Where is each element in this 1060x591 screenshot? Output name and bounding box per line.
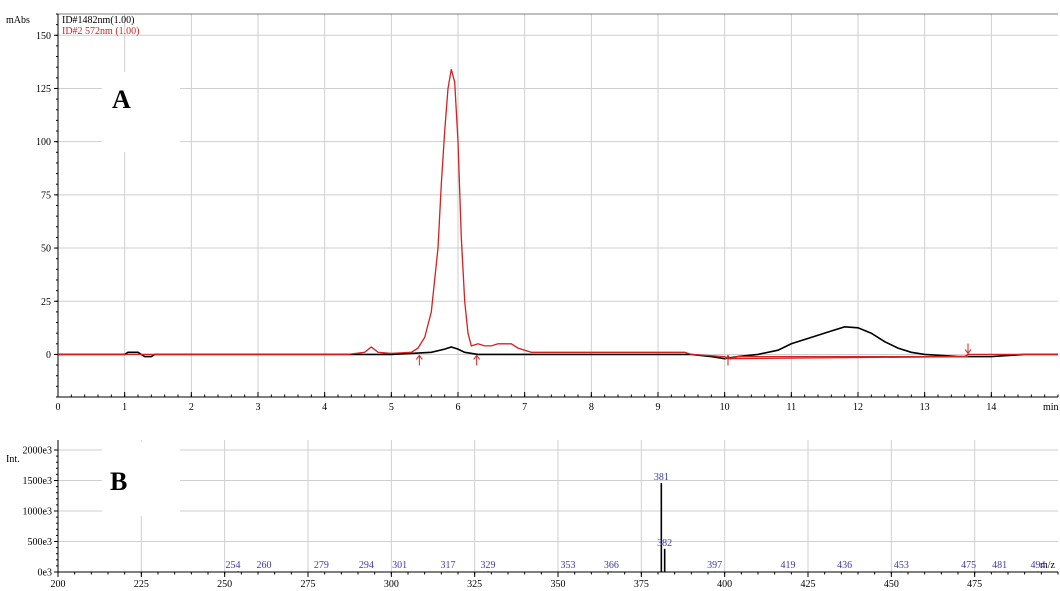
chromatogram-y-tick-label: 50 xyxy=(41,244,51,255)
chromatogram-x-tick-label: 6 xyxy=(456,402,461,413)
spectrum-x-tick-label: 475 xyxy=(967,579,982,590)
chromatogram-x-tick-label: 7 xyxy=(522,402,527,413)
chromatogram-series xyxy=(58,69,1058,360)
series-572nm-line xyxy=(58,69,1058,360)
chromatogram-x-tick-label: 14 xyxy=(986,402,996,413)
spectrum-x-unit: m/z xyxy=(1040,560,1056,571)
baseline-572nm-line xyxy=(727,355,969,360)
spectrum-peak-label: 382 xyxy=(657,538,672,549)
chromatogram-x-tick-label: 3 xyxy=(256,402,261,413)
spectrum-peak-label: 279 xyxy=(314,560,329,571)
chromatogram-x-tick-label: 1 xyxy=(122,402,127,413)
spectrum-peak-label: 317 xyxy=(441,560,456,571)
spectrum-peak-label: 419 xyxy=(781,560,796,571)
spectrum-peak-label: 453 xyxy=(894,560,909,571)
peak-marker-arrow xyxy=(415,354,423,360)
spectrum-peak-label: 301 xyxy=(392,560,407,571)
spectrum-peaks: 254 260 279 294 301 317 329 353 366 381 382 397 419 4… xyxy=(226,472,1046,572)
spectrum-x-tick-label: 400 xyxy=(717,579,732,590)
spectrum-y-tick-label: 500e3 xyxy=(28,537,52,548)
spectrum-x-tick-label: 375 xyxy=(634,579,649,590)
chromatogram-y-tick-label: 100 xyxy=(36,137,51,148)
peak-marker-arrow xyxy=(964,349,972,355)
spectrum-peak-label: 397 xyxy=(707,560,722,571)
spectrum-peak-label: 329 xyxy=(481,560,496,571)
chromatogram-x-tick-label: 8 xyxy=(589,402,594,413)
chromatogram-x-tick-label: 4 xyxy=(322,402,327,413)
chromatogram-x-unit: min xyxy=(1043,402,1059,413)
spectrum-y-unit: Int. xyxy=(6,454,20,465)
chromatogram-x-tick-label: 5 xyxy=(389,402,394,413)
spectrum-y-tick-label: 0e3 xyxy=(38,568,52,579)
spectrum-x-tick-label: 200 xyxy=(51,579,66,590)
spectrum-y-tick-label: 2000e3 xyxy=(23,446,52,457)
series-482nm-line xyxy=(58,325,1058,360)
chromatogram-y-tick-label: 125 xyxy=(36,84,51,95)
legend-series-572nm: ID#2 572nm (1.00) xyxy=(62,26,140,37)
spectrum-x-tick-label: 425 xyxy=(801,579,816,590)
spectrum-x-tick-label: 225 xyxy=(134,579,149,590)
chromatogram-x-tick-label: 13 xyxy=(920,402,930,413)
spectrum-peak-label: 254 xyxy=(226,560,241,571)
panel-b-letter-background xyxy=(102,442,180,516)
spectrum-peak-label: 381 xyxy=(654,472,669,483)
chromatogram-x-tick-label: 9 xyxy=(656,402,661,413)
chromatogram-y-tick-label: 75 xyxy=(41,190,51,201)
chromatogram-x-tick-label: 2 xyxy=(189,402,194,413)
chromatogram-y-tick-label: 0 xyxy=(46,350,51,361)
chromatogram-x-tick-label: 10 xyxy=(720,402,730,413)
spectrum-grid xyxy=(58,440,1058,573)
panel-a-letter-background xyxy=(102,72,180,152)
spectrum-peak-label: 494 xyxy=(1031,560,1046,571)
mass-spectrum-panel: 200 225 250 275 300 325 350 375 400 425 450 475 0e3 5… xyxy=(6,440,1059,590)
legend-series-482nm: ID#1482nm(1.00) xyxy=(62,15,135,26)
spectrum-peak-label: 353 xyxy=(561,560,576,571)
panel-a-letter: A xyxy=(112,85,131,114)
peak-marker-arrow xyxy=(724,354,732,360)
spectrum-x-tick-label: 250 xyxy=(217,579,232,590)
spectrum-peak-label: 260 xyxy=(257,560,272,571)
peak-integration-markers xyxy=(415,343,972,366)
chromatogram-grid xyxy=(58,14,1058,397)
spectrum-peak-label: 366 xyxy=(604,560,619,571)
spectrum-peak-label: 294 xyxy=(359,560,374,571)
chromatogram-y-tick-label: 150 xyxy=(36,31,51,42)
chromatogram-x-tick-label: 12 xyxy=(853,402,863,413)
spectrum-x-tick-label: 350 xyxy=(551,579,566,590)
spectrum-y-tick-label: 1500e3 xyxy=(23,476,52,487)
chromatogram-x-tick-label: 0 xyxy=(56,402,61,413)
chromatogram-axes xyxy=(57,13,1058,398)
spectrum-x-tick-label: 325 xyxy=(467,579,482,590)
chromatogram-y-tick-label: 25 xyxy=(41,297,51,308)
spectrum-peak-label: 475 xyxy=(961,560,976,571)
spectrum-y-tick-label: 1000e3 xyxy=(23,507,52,518)
spectrum-x-tick-label: 300 xyxy=(384,579,399,590)
panel-b-letter: B xyxy=(110,467,127,496)
peak-marker-arrow xyxy=(473,354,481,360)
spectrum-x-tick-label: 450 xyxy=(884,579,899,590)
spectrum-peak-label: 436 xyxy=(837,560,852,571)
spectrum-x-tick-label: 275 xyxy=(301,579,316,590)
chromatogram-x-tick-label: 11 xyxy=(787,402,797,413)
spectrum-peak-label: 481 xyxy=(992,560,1007,571)
chromatogram-y-unit: mAbs xyxy=(6,15,30,26)
spectrum-ticks: 200 225 250 275 300 325 350 375 400 425 450 475 0e3 5… xyxy=(23,446,1059,590)
